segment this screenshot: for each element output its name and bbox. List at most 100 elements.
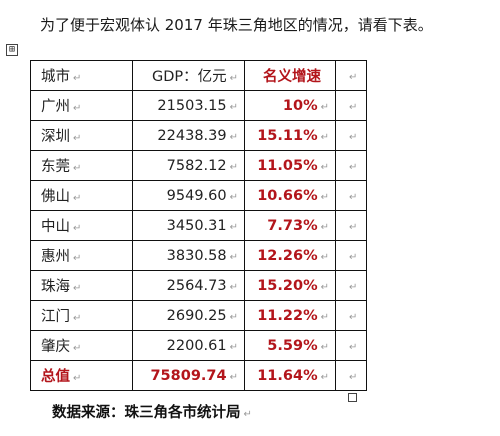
city-cell[interactable]: 惠州 ↵ xyxy=(30,240,133,271)
row-end-cell[interactable]: ↵ xyxy=(335,210,367,241)
row-end-cell[interactable]: ↵ xyxy=(335,60,367,91)
rate-value: 11.05% xyxy=(257,157,318,174)
cell-end-mark: ↵ xyxy=(229,131,238,143)
data-source-line: 数据来源：珠三角各市统计局 ↵ xyxy=(52,401,252,422)
gdp-cell[interactable]: 21503.15 ↵ xyxy=(132,90,245,121)
gdp-value: 2200.61 xyxy=(166,337,227,354)
city-cell[interactable]: 佛山 ↵ xyxy=(30,180,133,211)
row-end-cell[interactable]: ↵ xyxy=(335,180,367,211)
gdp-cell[interactable]: 2690.25 ↵ xyxy=(132,300,245,331)
row-end-cell[interactable]: ↵ xyxy=(335,150,367,181)
city-name: 东莞 xyxy=(41,159,70,175)
cell-end-mark: ↵ xyxy=(229,341,238,353)
row-end-mark: ↵ xyxy=(349,221,358,233)
row-end-cell[interactable]: ↵ xyxy=(335,270,367,301)
cell-end-mark: ↵ xyxy=(229,101,238,113)
table-move-glyph: ⊞ xyxy=(8,44,16,55)
row-end-cell[interactable]: ↵ xyxy=(335,360,367,391)
rate-cell[interactable]: 10.66% ↵ xyxy=(244,180,336,211)
cell-end-mark: ↵ xyxy=(229,311,238,323)
cell-end-mark: ↵ xyxy=(73,73,82,84)
gdp-value: 3830.58 xyxy=(166,247,227,264)
rate-value: 5.59% xyxy=(267,337,318,354)
table-row: 广州 ↵ 21503.15 ↵ 10% ↵ ↵ xyxy=(30,90,367,121)
city-cell[interactable]: 东莞 ↵ xyxy=(30,150,133,181)
table-move-handle-icon[interactable]: ⊞ xyxy=(6,44,18,56)
cell-end-mark: ↵ xyxy=(73,253,82,264)
row-end-cell[interactable]: ↵ xyxy=(335,330,367,361)
gdp-cell[interactable]: 2200.61 ↵ xyxy=(132,330,245,361)
row-end-mark: ↵ xyxy=(349,341,358,353)
rate-value: 15.11% xyxy=(257,127,318,144)
gdp-cell[interactable]: 22438.39 ↵ xyxy=(132,120,245,151)
total-label-cell[interactable]: 总值 ↵ xyxy=(30,360,133,391)
cell-end-mark: ↵ xyxy=(320,371,329,383)
city-cell[interactable]: 广州 ↵ xyxy=(30,90,133,121)
city-cell[interactable]: 中山 ↵ xyxy=(30,210,133,241)
gdp-cell[interactable]: 9549.60 ↵ xyxy=(132,180,245,211)
row-end-cell[interactable]: ↵ xyxy=(335,300,367,331)
cell-end-mark: ↵ xyxy=(229,221,238,233)
gdp-cell[interactable]: 7582.12 ↵ xyxy=(132,150,245,181)
cell-end-mark: ↵ xyxy=(320,101,329,113)
paragraph-mark: ↵ xyxy=(243,409,252,420)
cell-end-mark: ↵ xyxy=(73,163,82,174)
gdp-value: 3450.31 xyxy=(166,217,227,234)
cell-end-mark: ↵ xyxy=(73,313,82,324)
city-name: 江门 xyxy=(41,309,70,325)
gdp-value: 2564.73 xyxy=(166,277,227,294)
cell-end-mark: ↵ xyxy=(320,191,329,203)
header-cell-rate[interactable]: 名义增速 xyxy=(244,60,336,91)
rate-cell[interactable]: 7.73% ↵ xyxy=(244,210,336,241)
gdp-value: 21503.15 xyxy=(157,97,227,114)
rate-cell[interactable]: 10% ↵ xyxy=(244,90,336,121)
rate-value: 12.26% xyxy=(257,247,318,264)
city-cell[interactable]: 江门 ↵ xyxy=(30,300,133,331)
table-row: 珠海 ↵ 2564.73 ↵ 15.20% ↵ ↵ xyxy=(30,270,367,301)
table-total-row: 总值 ↵ 75809.74 ↵ 11.64% ↵ ↵ xyxy=(30,360,367,391)
row-end-cell[interactable]: ↵ xyxy=(335,90,367,121)
city-cell[interactable]: 肇庆 ↵ xyxy=(30,330,133,361)
rate-cell[interactable]: 5.59% ↵ xyxy=(244,330,336,361)
row-end-mark: ↵ xyxy=(349,101,358,113)
gdp-cell[interactable]: 3830.58 ↵ xyxy=(132,240,245,271)
rate-cell[interactable]: 11.22% ↵ xyxy=(244,300,336,331)
data-source-text: 数据来源：珠三角各市统计局 xyxy=(52,405,241,421)
rate-cell[interactable]: 12.26% ↵ xyxy=(244,240,336,271)
rate-value: 10.66% xyxy=(257,187,318,204)
gdp-value: 7582.12 xyxy=(166,157,227,174)
city-cell[interactable]: 珠海 ↵ xyxy=(30,270,133,301)
cell-end-mark: ↵ xyxy=(320,131,329,143)
city-name: 惠州 xyxy=(41,249,70,265)
header-cell-city[interactable]: 城市 ↵ xyxy=(30,60,133,91)
rate-value: 7.73% xyxy=(267,217,318,234)
cell-end-mark: ↵ xyxy=(320,281,329,293)
intro-paragraph: 为了便于宏观体认 2017 年珠三角地区的情况，请看下表。 xyxy=(40,14,496,36)
table-row: 东莞 ↵ 7582.12 ↵ 11.05% ↵ ↵ xyxy=(30,150,367,181)
row-end-mark: ↵ xyxy=(349,131,358,143)
row-end-cell[interactable]: ↵ xyxy=(335,240,367,271)
row-end-cell[interactable]: ↵ xyxy=(335,120,367,151)
table-resize-handle-icon[interactable] xyxy=(348,393,357,402)
gdp-cell[interactable]: 2564.73 ↵ xyxy=(132,270,245,301)
total-rate-value: 11.64% xyxy=(257,367,318,384)
rate-cell[interactable]: 15.11% ↵ xyxy=(244,120,336,151)
cell-end-mark: ↵ xyxy=(320,311,329,323)
city-cell[interactable]: 深圳 ↵ xyxy=(30,120,133,151)
cell-end-mark: ↵ xyxy=(73,133,82,144)
rate-cell[interactable]: 15.20% ↵ xyxy=(244,270,336,301)
cell-end-mark: ↵ xyxy=(73,103,82,114)
total-rate-cell[interactable]: 11.64% ↵ xyxy=(244,360,336,391)
cell-end-mark: ↵ xyxy=(229,371,238,383)
total-gdp-cell[interactable]: 75809.74 ↵ xyxy=(132,360,245,391)
table-row: 深圳 ↵ 22438.39 ↵ 15.11% ↵ ↵ xyxy=(30,120,367,151)
table-header-row: 城市 ↵ GDP：亿元 ↵ 名义增速 ↵ xyxy=(30,60,367,91)
gdp-cell[interactable]: 3450.31 ↵ xyxy=(132,210,245,241)
gdp-value: 2690.25 xyxy=(166,307,227,324)
rate-cell[interactable]: 11.05% ↵ xyxy=(244,150,336,181)
cell-end-mark: ↵ xyxy=(73,223,82,234)
cell-end-mark: ↵ xyxy=(73,283,82,294)
city-name: 肇庆 xyxy=(41,339,70,355)
city-name: 中山 xyxy=(41,219,70,235)
header-cell-gdp[interactable]: GDP：亿元 ↵ xyxy=(132,60,245,91)
